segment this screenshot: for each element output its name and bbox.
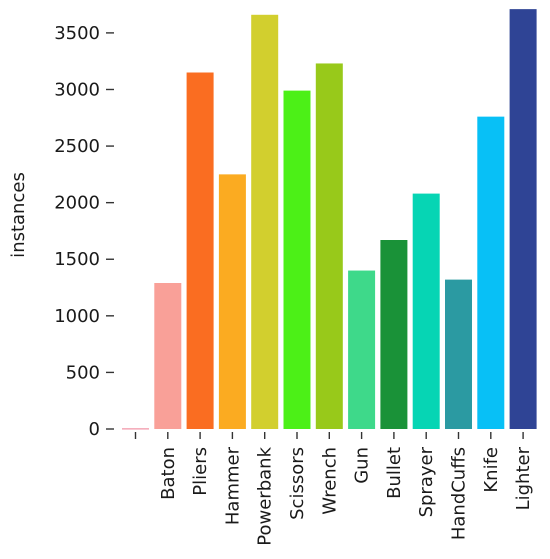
bar xyxy=(154,283,182,429)
x-tick-label: Hammer xyxy=(222,446,243,525)
x-tick-label: Powerbank xyxy=(255,446,276,545)
x-tick-label: Lighter xyxy=(513,446,534,510)
y-tick-label: 500 xyxy=(66,362,100,383)
y-tick-label: 1000 xyxy=(54,306,100,327)
y-axis-label: instances xyxy=(8,172,29,258)
bar xyxy=(218,174,246,429)
x-tick-label: HandCuffs xyxy=(449,447,470,540)
y-tick-label: 3500 xyxy=(54,23,100,44)
bar xyxy=(251,14,279,430)
x-tick-label: Sprayer xyxy=(416,446,437,517)
y-tick-label: 1500 xyxy=(54,249,100,270)
bar xyxy=(283,90,311,429)
bar xyxy=(412,193,440,429)
x-tick-label: Wrench xyxy=(319,447,340,515)
y-axis: 0 500 1000 1500 2000 2500 3000 3500 xyxy=(54,23,114,440)
bar xyxy=(122,428,149,430)
x-tick-label: Baton xyxy=(158,447,179,500)
x-axis: Baton Pliers Hammer Powerbank Scissors Wrench… xyxy=(134,432,534,546)
bar xyxy=(186,72,214,430)
x-tick-label: Knife xyxy=(481,447,502,493)
y-tick-label: 2000 xyxy=(54,193,100,214)
x-tick-label: Bullet xyxy=(384,447,405,499)
bar xyxy=(477,116,505,429)
y-tick-label: 2500 xyxy=(54,136,100,157)
y-tick-label: 3000 xyxy=(54,79,100,100)
bar xyxy=(380,240,408,429)
bar xyxy=(348,270,376,429)
bars xyxy=(122,9,537,430)
x-tick-label: Scissors xyxy=(287,447,308,520)
y-tick-label: 0 xyxy=(89,419,100,440)
x-tick-label: Gun xyxy=(352,447,373,484)
bar xyxy=(315,63,343,430)
bar xyxy=(509,9,537,430)
x-tick-label: Pliers xyxy=(190,447,211,496)
bar xyxy=(445,279,472,429)
